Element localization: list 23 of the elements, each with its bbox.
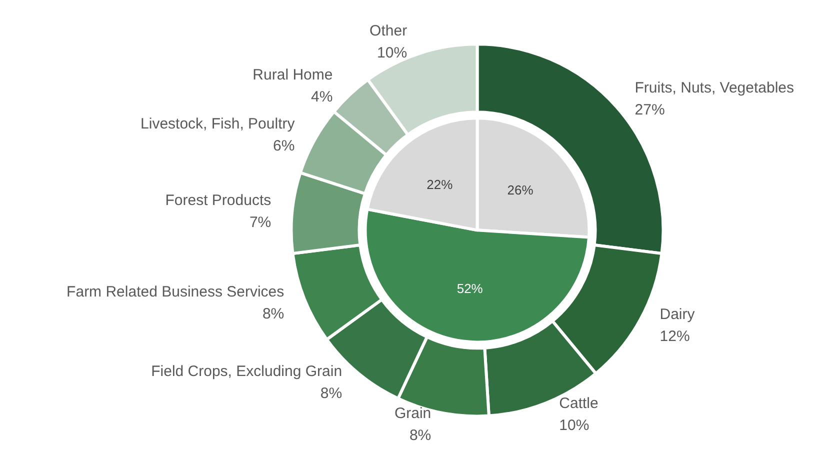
slice-label: Livestock, Fish, Poultry <box>140 115 296 132</box>
data-label: 8% <box>320 385 342 402</box>
slice-label: Rural Home <box>252 66 333 84</box>
data-label: 10% <box>559 416 590 434</box>
data-label: 8% <box>409 427 432 444</box>
slice-label: Field Crops, Excluding Grain <box>151 363 342 380</box>
slice-label: Dairy <box>660 306 696 324</box>
data-label: 52% <box>456 281 484 296</box>
data-label: 27% <box>634 102 665 119</box>
data-label: 22% <box>426 177 454 192</box>
data-label: 4% <box>311 88 333 106</box>
slice-label: Cattle <box>559 394 598 412</box>
data-label: 26% <box>507 182 534 198</box>
slice-label: Other <box>370 22 408 40</box>
data-label: 7% <box>249 214 272 232</box>
slice-label: Farm Related Business Services <box>66 284 284 301</box>
slice-label: Fruits, Nuts, Vegetables <box>634 80 794 97</box>
data-label: 8% <box>262 306 284 323</box>
slice-label: Grain <box>394 405 432 422</box>
data-label: 12% <box>660 328 690 346</box>
data-label: 6% <box>273 137 295 154</box>
slice-label: Forest Products <box>165 192 272 210</box>
data-label: 10% <box>377 44 408 62</box>
